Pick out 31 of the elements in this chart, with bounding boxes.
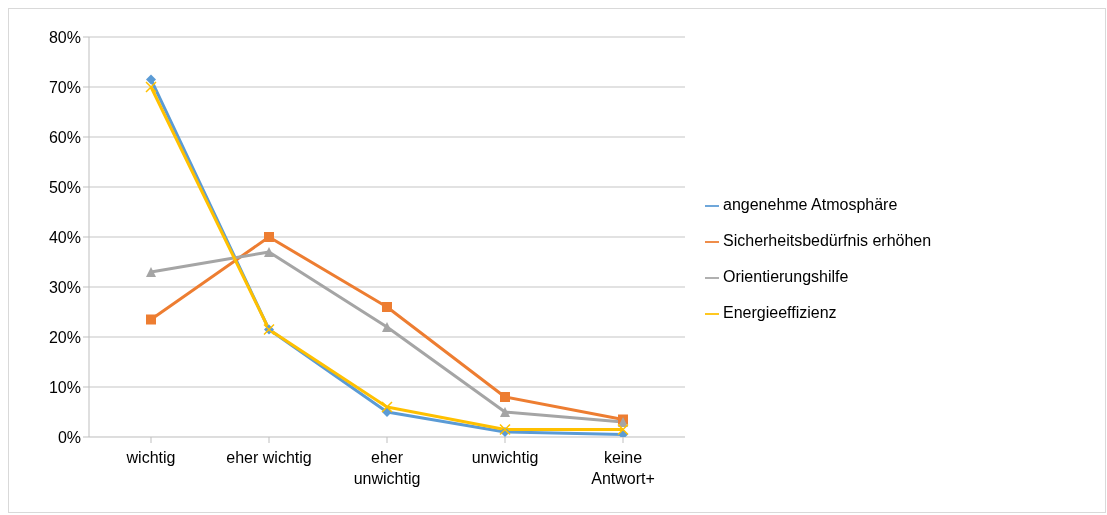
- x-tick-label: wichtig: [125, 449, 176, 466]
- y-tick-label: 40%: [48, 228, 81, 246]
- point: [500, 407, 510, 417]
- point: [382, 322, 392, 332]
- x-tick-label: eher wichtig: [226, 449, 312, 466]
- point: [146, 314, 156, 325]
- point: [264, 247, 274, 257]
- y-tick-label: 60%: [48, 128, 81, 146]
- x-tick-label: unwichtig: [471, 449, 539, 466]
- y-tick-label: 50%: [48, 178, 81, 196]
- legend-label: Sicherheitsbedürfnis erhöhen: [723, 232, 932, 249]
- x-tick-label: eher unwichtig: [353, 449, 421, 487]
- point: [382, 302, 392, 312]
- y-tick-label: 30%: [48, 278, 81, 296]
- y-tick-label: 20%: [48, 328, 81, 346]
- legend-label: angenehme Atmosphäre: [723, 196, 898, 213]
- y-tick-label: 0%: [57, 428, 81, 446]
- legend-label: Orientierungshilfe: [723, 268, 849, 285]
- y-tick-label: 70%: [48, 78, 81, 96]
- point: [499, 423, 511, 436]
- point: [264, 232, 274, 242]
- legend-label: Energieeffizienz: [723, 304, 837, 321]
- point: [146, 74, 156, 85]
- point: [146, 267, 156, 277]
- point: [145, 81, 157, 93]
- y-tick-label: 80%: [48, 28, 81, 46]
- y-tick-label: 10%: [48, 378, 81, 396]
- point: [500, 392, 510, 402]
- x-tick-label: keine Antwort+: [591, 449, 655, 487]
- point: [381, 401, 393, 413]
- point: [617, 423, 629, 436]
